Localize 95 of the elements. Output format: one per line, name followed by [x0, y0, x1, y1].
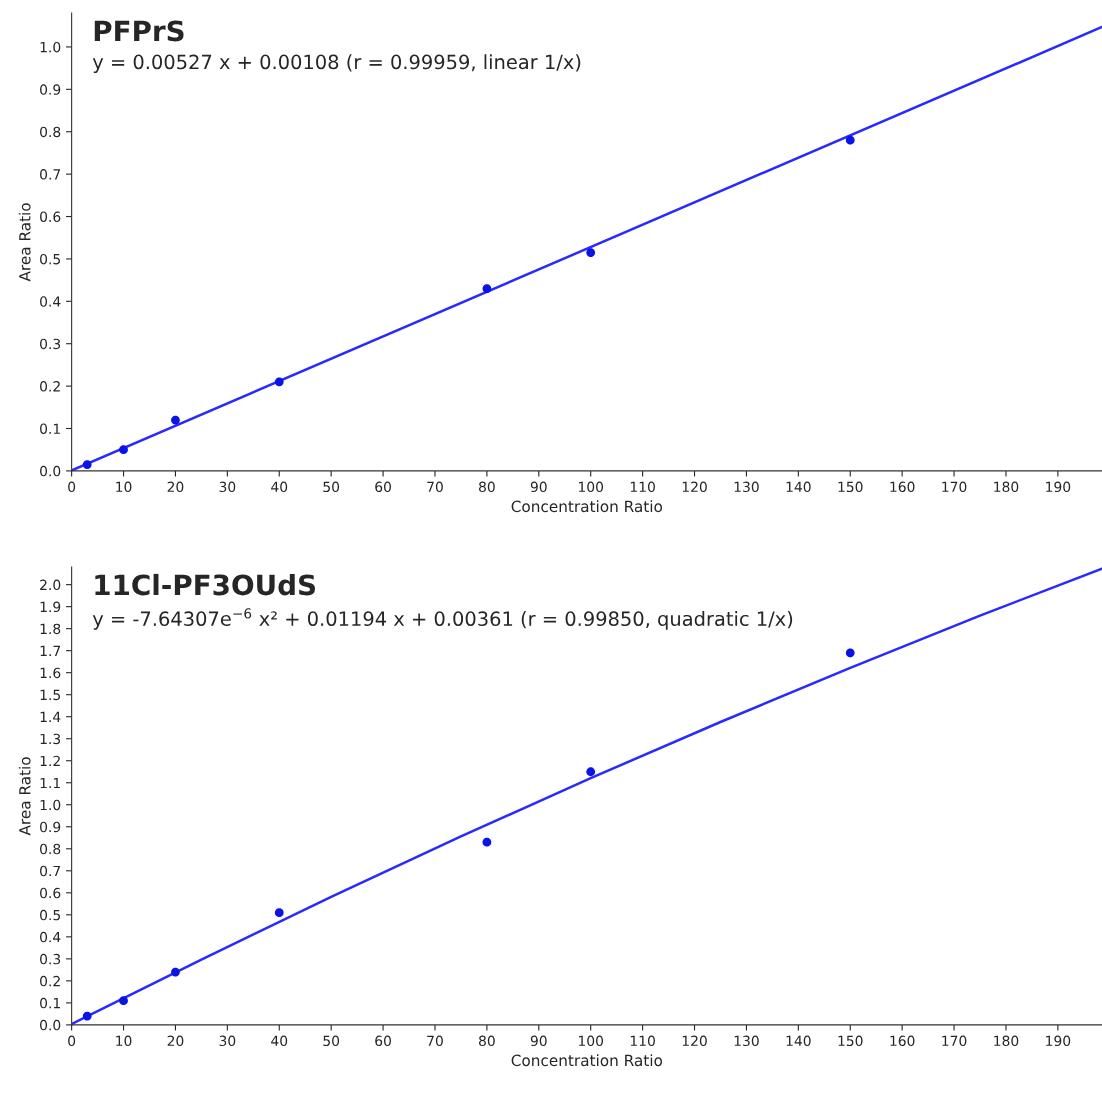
- point: [586, 248, 596, 257]
- point: [82, 1011, 92, 1021]
- chart-title: PFPrS: [94, 20, 184, 42]
- x-axis-title: Concentration Ratio: [511, 500, 663, 513]
- x-tick-label: 80: [479, 1035, 495, 1047]
- y-tick-label: 1.9: [40, 601, 61, 613]
- y-tick-label: 0.5: [40, 253, 60, 265]
- x-tick-label: 90: [530, 1035, 547, 1047]
- x-tick-label: 20: [167, 481, 184, 493]
- x-tick-label: 130: [734, 481, 759, 493]
- y-tick-label: 0.3: [40, 338, 61, 350]
- y-tick-label: 1.6: [40, 667, 61, 679]
- x-tick-label: 0: [68, 481, 76, 493]
- y-tick-label: 0.6: [40, 211, 61, 222]
- y-tick-label: 1.0: [40, 41, 61, 53]
- point: [119, 445, 128, 455]
- y-tick-label: 0.8: [40, 126, 61, 138]
- x-tick-label: 110: [630, 481, 655, 493]
- y-tick-label: 0.1: [40, 997, 60, 1009]
- x-tick-label: 140: [786, 481, 811, 493]
- x-tick-label: 170: [942, 1035, 967, 1047]
- point: [171, 415, 180, 425]
- y-tick-label: 0.4: [40, 931, 61, 943]
- point: [845, 135, 855, 145]
- x-tick-label: 180: [994, 1035, 1019, 1047]
- y-tick-label: 0.6: [40, 887, 61, 899]
- x-tick-label: 40: [271, 481, 288, 493]
- y-axis-title: Area Ratio: [18, 203, 31, 282]
- x-tick-label: 60: [375, 1035, 391, 1047]
- x-tick-label: 160: [890, 481, 915, 493]
- y-tick-label: 1.7: [40, 645, 61, 656]
- x-tick-label: 150: [838, 481, 863, 493]
- x-tick-label: 40: [271, 1035, 288, 1047]
- y-tick-label: 0.8: [40, 843, 61, 855]
- x-tick-label: 90: [530, 481, 547, 493]
- point: [119, 996, 128, 1006]
- y-tick-label: 1.2: [40, 755, 60, 767]
- y-tick-label: 1.0: [40, 799, 61, 811]
- y-tick-label: 1.3: [40, 733, 61, 745]
- x-tick-label: 100: [578, 481, 604, 493]
- x-tick-label: 190: [1046, 1035, 1071, 1047]
- text: y = 0.00527 x + 0.00108 (r = 0.99959, linear 1/x): [92, 54, 581, 74]
- y-tick-label: 0.3: [40, 953, 61, 965]
- y-tick-label: 0.9: [40, 84, 61, 95]
- x-tick-label: 30: [219, 481, 236, 493]
- point: [482, 284, 492, 293]
- y-tick-label: 0.4: [40, 296, 61, 307]
- text: y = -7.64307e$^{−6}$ x² + 0.01194 x + 0.00361 (r = 0.99850, quadratic 1/x): [92, 608, 793, 630]
- x-tick-label: 20: [167, 1035, 184, 1047]
- y-tick-label: 0.0: [40, 465, 61, 477]
- y-tick-label: 1.5: [40, 689, 60, 701]
- y-tick-label: 0.7: [40, 169, 61, 180]
- x-tick-label: 70: [427, 1035, 443, 1047]
- x-tick-label: 110: [630, 1035, 655, 1047]
- y-tick-label: 0.2: [40, 381, 60, 392]
- y-tick-label: 1.8: [40, 623, 61, 635]
- x-tick-label: 10: [116, 1035, 132, 1047]
- point: [845, 648, 855, 658]
- y-tick-label: 0.5: [40, 909, 60, 921]
- x-tick-label: 70: [427, 481, 443, 493]
- point: [482, 837, 492, 847]
- y-tick-label: 0.7: [40, 865, 61, 877]
- x-tick-label: 150: [838, 1035, 863, 1047]
- line-series: [71, 567, 1102, 1025]
- point: [171, 967, 180, 977]
- x-tick-label: 80: [479, 481, 495, 493]
- y-tick-label: 0.1: [40, 423, 60, 434]
- x-tick-label: 10: [116, 481, 132, 493]
- x-tick-label: 130: [734, 1035, 759, 1047]
- y-axis-title: Area Ratio: [18, 757, 31, 836]
- x-tick-label: 120: [682, 1035, 707, 1047]
- x-axis-title: Concentration Ratio: [511, 1054, 663, 1067]
- x-tick-label: 50: [323, 481, 340, 493]
- x-tick-label: 120: [682, 481, 707, 493]
- y-tick-label: 1.4: [40, 711, 61, 722]
- x-tick-label: 50: [323, 1035, 340, 1047]
- y-tick-label: 0.9: [40, 821, 61, 833]
- x-tick-label: 140: [786, 1035, 811, 1047]
- x-tick-label: 170: [942, 481, 967, 493]
- point: [274, 377, 284, 387]
- point: [586, 767, 596, 777]
- point: [82, 460, 92, 469]
- x-tick-label: 190: [1046, 481, 1071, 493]
- x-tick-label: 160: [890, 1035, 915, 1047]
- x-tick-label: 30: [219, 1035, 236, 1047]
- x-tick-label: 60: [375, 481, 391, 493]
- y-tick-label: 1.1: [40, 777, 60, 789]
- x-tick-label: 100: [578, 1035, 604, 1047]
- chart-title: 11Cl-PF3OUdS: [95, 573, 316, 596]
- y-tick-label: 0.0: [40, 1019, 61, 1031]
- x-tick-label: 180: [994, 481, 1019, 493]
- x-tick-label: 0: [68, 1035, 76, 1047]
- y-tick-label: 0.2: [40, 975, 60, 987]
- point: [274, 908, 284, 918]
- y-tick-label: 2.0: [40, 579, 61, 591]
